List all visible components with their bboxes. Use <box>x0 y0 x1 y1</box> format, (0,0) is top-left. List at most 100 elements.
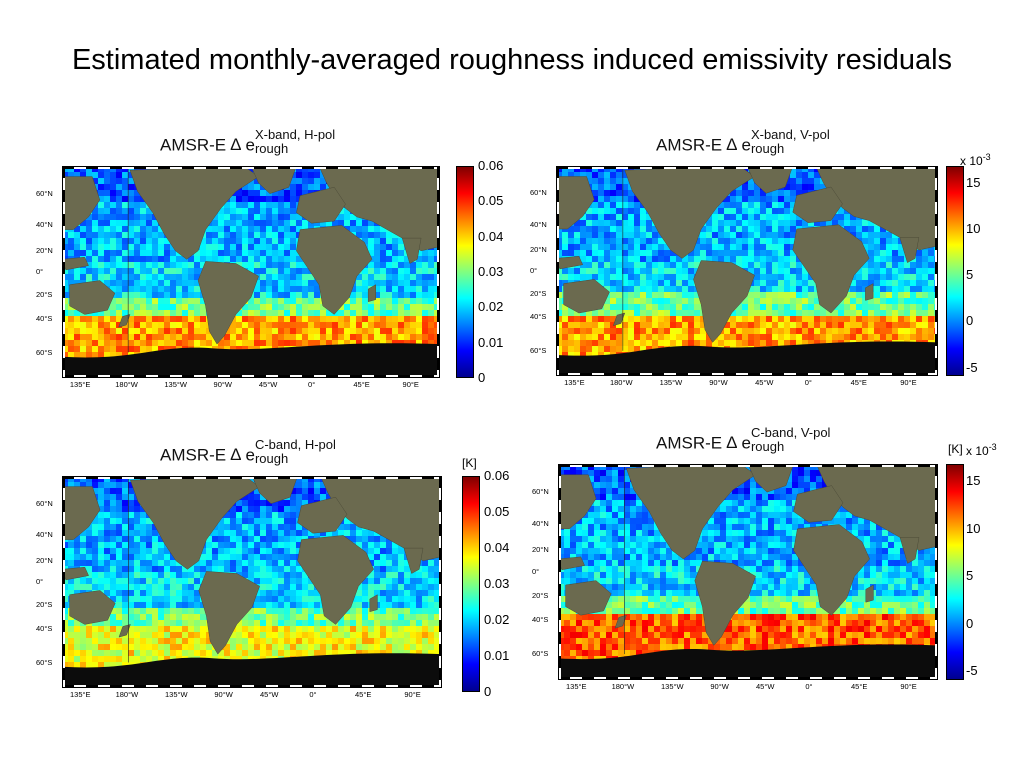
colorbar-tick-label: 10 <box>966 520 981 536</box>
continent <box>746 166 794 194</box>
latitude-label: 20°S <box>530 289 547 299</box>
colorbar-tick-label: 0.02 <box>478 299 504 315</box>
latitude-label: 20°S <box>36 290 53 300</box>
colorbar-tick-label: 0.06 <box>478 158 504 173</box>
latitude-label: 60°S <box>530 345 547 355</box>
world-map <box>62 166 440 378</box>
continent <box>296 225 373 315</box>
latitude-label: 20°S <box>532 590 549 600</box>
colorbar-tick-label: 10 <box>966 221 981 236</box>
longitude-label: 45°E <box>353 380 370 389</box>
map-svg <box>558 464 938 680</box>
continent <box>62 176 101 230</box>
title-prefix: AMSR-E <box>656 135 723 155</box>
title-scripts: X-band, H-pol rough <box>255 128 335 156</box>
exponent-power: -3 <box>982 152 991 162</box>
longitude-label: 90°E <box>900 378 917 387</box>
colorbar-tick-label: -5 <box>966 663 978 679</box>
continent <box>69 280 116 315</box>
longitude-label: 0° <box>309 690 317 699</box>
latitude-label: 20°S <box>36 600 53 610</box>
title-scripts: C-band, V-pol rough <box>751 426 831 454</box>
title-variable: e <box>741 433 751 453</box>
title-superscript: X-band, H-pol <box>254 127 336 142</box>
colorbar-tick-label: 0 <box>966 313 974 329</box>
world-map <box>556 166 938 376</box>
continent <box>556 176 595 230</box>
continents <box>62 166 440 345</box>
continent <box>297 535 374 625</box>
continent <box>401 237 422 264</box>
longitude-label: 135°W <box>661 682 684 691</box>
map-frame <box>558 464 938 680</box>
title-superscript: C-band, H-pol <box>254 437 336 452</box>
longitude-label: 135°W <box>659 378 683 387</box>
longitude-label: 90°E <box>404 690 421 699</box>
latitude-label: 20°N <box>532 545 549 555</box>
world-map <box>558 464 938 680</box>
latitude-label: 40°N <box>532 519 549 529</box>
title-prefix: AMSR-E <box>160 135 227 155</box>
continent <box>792 186 843 223</box>
longitude-label: 90°W <box>710 682 729 691</box>
colorbar-unit: [K] <box>462 456 477 470</box>
antarctica-landmass <box>62 653 442 688</box>
continent <box>792 224 870 314</box>
title-scripts: C-band, H-pol rough <box>255 438 336 466</box>
longitude-label: 135°E <box>69 380 91 389</box>
latitude-label: 60°N <box>36 498 53 508</box>
latitude-label: 0° <box>36 267 44 276</box>
colorbar-tick-label: 0.01 <box>484 648 510 663</box>
continent <box>197 261 259 345</box>
continent <box>693 260 755 343</box>
colorbar-tick-label: 0.03 <box>478 264 504 279</box>
continent <box>612 312 626 326</box>
latitude-label: 40°S <box>36 623 53 633</box>
longitude-label: 180°W <box>609 378 633 387</box>
colorbar-tick-label: 0.01 <box>478 334 504 350</box>
title-superscript: C-band, V-pol <box>750 425 831 440</box>
slide-title: Estimated monthly-averaged roughness ind… <box>71 44 953 76</box>
title-subscript: rough <box>254 451 289 466</box>
longitude-label: 135°E <box>564 378 585 387</box>
latitude-label: 20°N <box>36 245 53 255</box>
continent <box>296 186 346 224</box>
antarctica-landmass <box>558 644 938 680</box>
continent <box>793 524 870 616</box>
delta-symbol: Δ <box>726 135 738 155</box>
colorbar-tick-label: 0.04 <box>478 228 504 244</box>
longitude-label: 90°W <box>213 380 232 389</box>
continent <box>614 614 627 629</box>
latitude-label: 40°N <box>530 219 547 229</box>
longitude-label: 45°W <box>756 682 775 691</box>
colorbar-tick-label: 0.03 <box>484 576 510 591</box>
latitude-label: 60°N <box>532 487 549 497</box>
longitude-label: 90°W <box>709 378 728 387</box>
continents <box>558 464 938 646</box>
latitude-label: 40°S <box>530 312 547 322</box>
map-frame <box>62 166 440 378</box>
title-subscript: rough <box>254 141 289 156</box>
colorbar-tick-label: 0 <box>966 615 974 631</box>
continent <box>899 537 920 564</box>
colorbar <box>462 476 480 692</box>
map-svg <box>62 476 442 688</box>
title-scripts: X-band, V-pol rough <box>751 128 830 156</box>
continent <box>198 571 260 655</box>
longitude-label: 45°E <box>851 682 868 691</box>
continent <box>69 590 116 625</box>
colorbar-tick-label: 15 <box>966 473 981 489</box>
continent <box>251 476 298 504</box>
exponent-power: -3 <box>988 442 997 452</box>
colorbar-tick-label: 5 <box>966 267 974 283</box>
continent <box>118 314 131 328</box>
colorbar <box>946 464 964 680</box>
delta-symbol: Δ <box>230 135 242 155</box>
longitude-label: 180°W <box>115 380 138 389</box>
colorbar-tick-label: 0 <box>478 370 486 385</box>
colorbar-tick-label: 0.05 <box>484 504 510 519</box>
longitude-label: 90°E <box>900 682 917 691</box>
delta-symbol: Δ <box>230 445 242 465</box>
